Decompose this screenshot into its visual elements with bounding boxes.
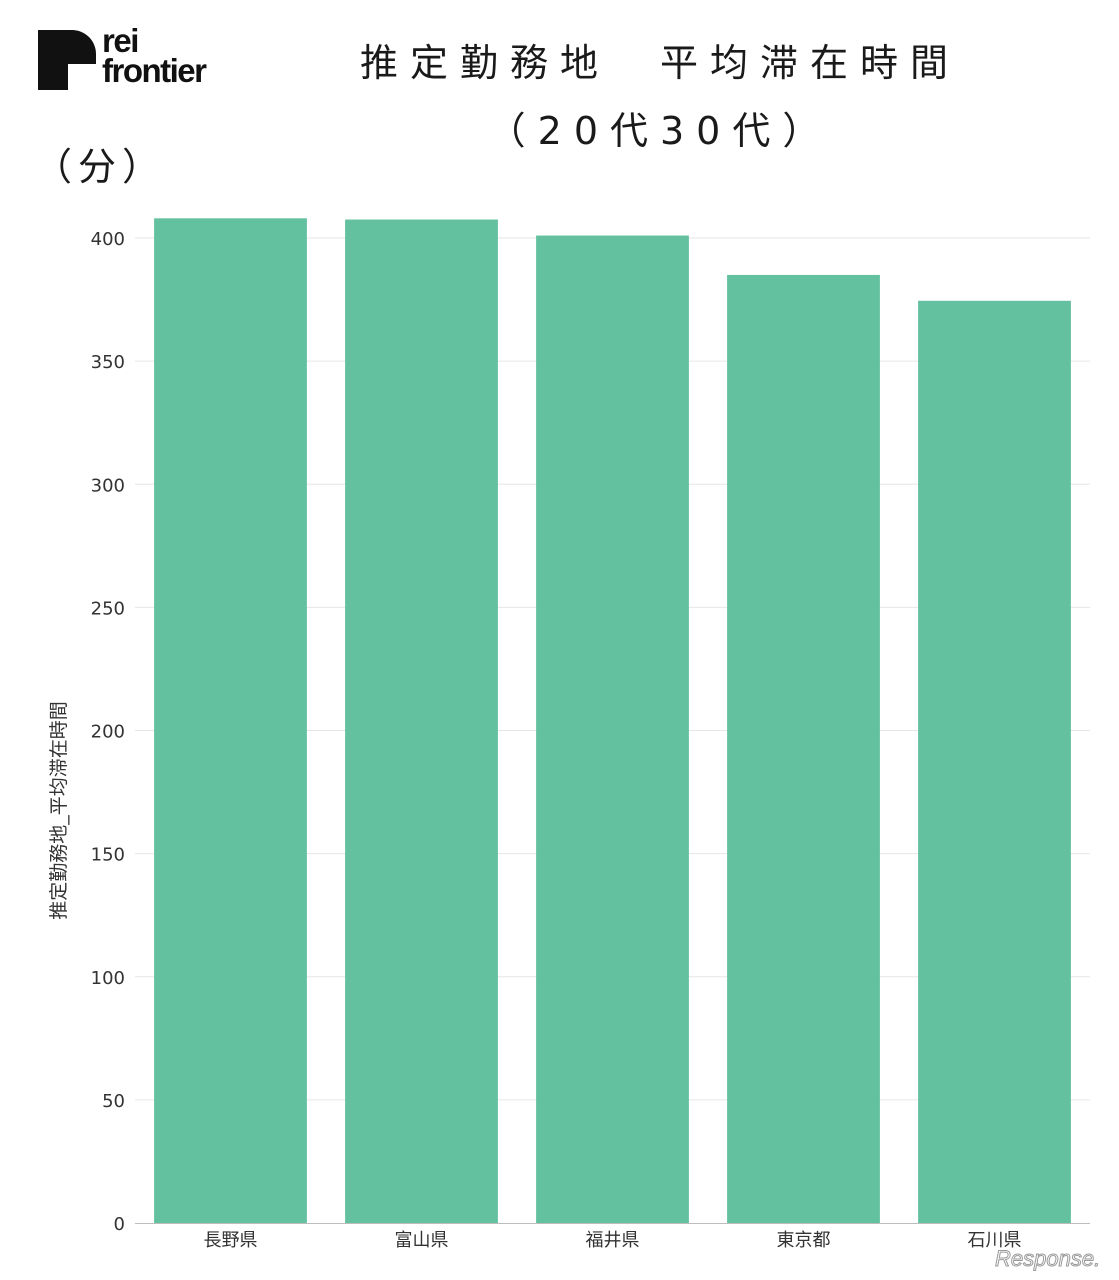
x-tick-label: 石川県 bbox=[968, 1230, 1022, 1251]
bar-3 bbox=[536, 235, 689, 1224]
chart-subtitle: （20代30代） bbox=[487, 109, 833, 153]
x-tick-label: 東京都 bbox=[777, 1230, 831, 1251]
logo-mark-icon bbox=[38, 30, 96, 90]
x-tick-label: 長野県 bbox=[204, 1230, 258, 1251]
logo-line-1: rei bbox=[102, 22, 139, 59]
bar-2 bbox=[345, 219, 498, 1223]
logo-line-2: frontier bbox=[102, 52, 207, 89]
y-tick-label: 250 bbox=[91, 598, 125, 619]
y-tick-label: 200 bbox=[91, 722, 125, 743]
y-tick-label: 350 bbox=[91, 352, 125, 373]
y-tick-label: 0 bbox=[114, 1214, 125, 1235]
y-axis-title: 推定勤務地_平均滞在時間 bbox=[48, 701, 70, 920]
bar-1 bbox=[154, 218, 307, 1224]
logo-text: rei frontier bbox=[102, 22, 207, 89]
response-watermark: Response. bbox=[994, 1246, 1101, 1272]
bar-5 bbox=[918, 300, 1071, 1223]
y-tick-label: 300 bbox=[91, 475, 125, 496]
chart-title: 推定勤務地 平均滞在時間 bbox=[359, 41, 960, 85]
y-tick-label: 400 bbox=[91, 229, 125, 250]
axes: 0 50 100 150 200 250 300 350 400 長野県 富山県 福井県 東京都 石川県 bbox=[91, 229, 1090, 1251]
x-tick-label: 富山県 bbox=[395, 1230, 449, 1251]
bars bbox=[154, 218, 1071, 1224]
x-tick-label: 福井県 bbox=[586, 1230, 640, 1251]
y-tick-label: 150 bbox=[91, 845, 125, 866]
rei-frontier-logo: rei frontier bbox=[38, 24, 238, 94]
bar-4 bbox=[727, 274, 880, 1223]
y-tick-label: 100 bbox=[91, 968, 125, 989]
unit-label: （分） bbox=[34, 145, 167, 189]
y-tick-label: 50 bbox=[102, 1091, 125, 1112]
